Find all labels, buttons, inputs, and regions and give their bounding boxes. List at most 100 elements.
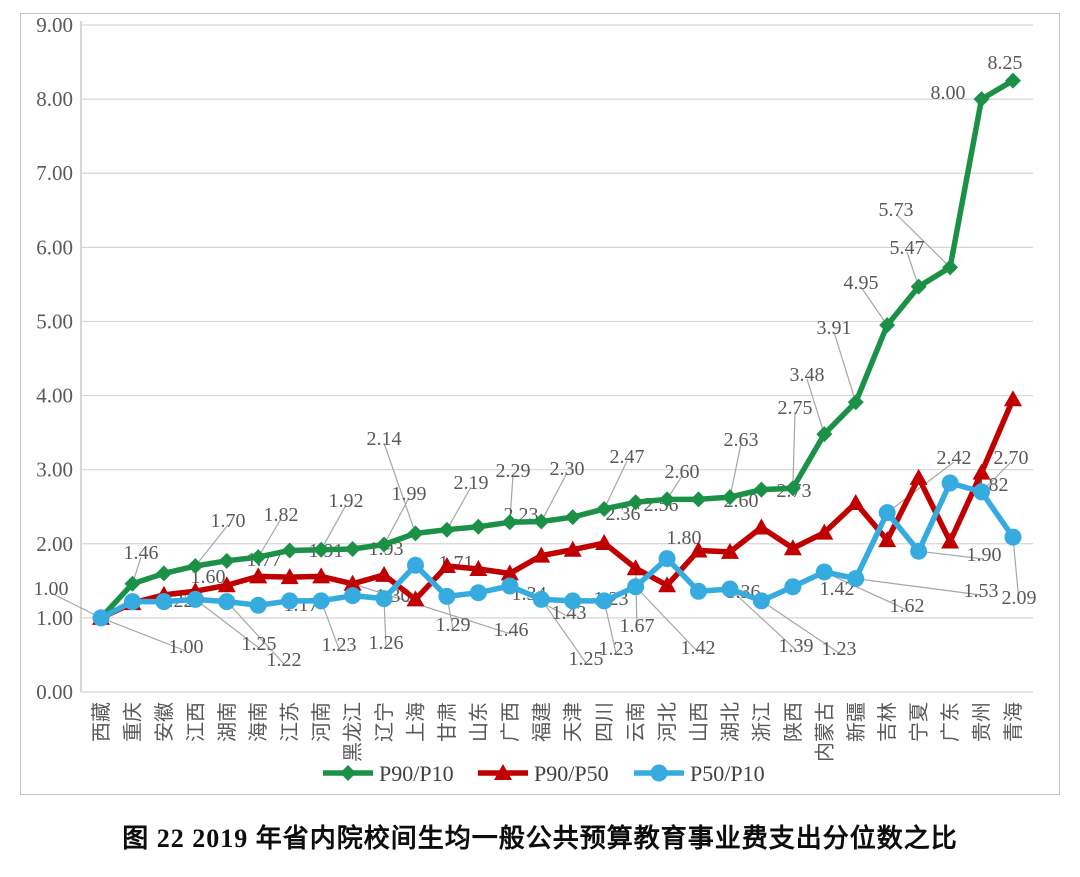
data-point [1004,528,1022,546]
data-point [627,494,644,511]
data-label: 1.92 [329,490,364,512]
data-label: 2.75 [778,397,813,419]
y-tick-label: 0.00 [36,680,73,704]
label-leader-line [540,599,587,664]
data-point [1004,72,1021,89]
x-category-label: 浙江 [750,702,773,742]
data-label: 2.19 [454,472,489,494]
data-point [533,513,550,530]
data-point [564,592,582,610]
label-leader-line [383,442,417,534]
data-point [972,463,991,480]
label-leader-line [540,472,568,522]
data-point [281,542,298,559]
data-point [563,540,582,557]
label-leader-line [824,571,908,611]
data-label: 2.09 [1002,587,1037,609]
data-label: 1.62 [890,595,925,617]
label-leader-line [509,474,514,523]
data-label: 1.29 [436,614,471,636]
data-label: 1.26 [369,632,404,654]
data-label: 2.70 [994,447,1029,469]
data-point [973,91,990,108]
figure-caption: 图 22 2019 年省内院校间生均一般公共预算教育事业费支出分位数之比 [122,824,958,853]
x-category-label: 黑龙江 [342,702,365,762]
x-category-label: 重庆 [121,702,144,742]
data-label: 1.70 [211,510,246,532]
x-category-label: 西藏 [90,702,113,742]
data-point [250,549,267,566]
y-tick-label: 9.00 [36,14,73,37]
data-point [596,500,613,517]
label-leader-line [603,600,617,654]
label-leader-line [833,331,857,403]
data-point [280,568,299,585]
data-point [878,531,897,548]
data-point [406,590,425,607]
y-tick-label: 1.00 [36,606,73,630]
label-leader-line [918,550,985,560]
label-leader-line [792,411,796,489]
data-point [690,582,708,600]
series-p90-p50 [92,390,1022,625]
data-point [879,317,896,334]
data-point [752,518,771,535]
data-point [784,480,801,497]
legend-label: P50/P10 [690,761,765,786]
series-p50-p10 [92,474,1022,627]
data-point [438,521,455,538]
x-category-label: 贵州 [971,702,994,742]
x-category-label: 四川 [594,702,616,742]
data-label: 1.25 [569,648,604,670]
data-point [658,550,676,568]
data-point [595,592,613,610]
label-leader-line [895,213,951,268]
x-category-label: 陕西 [782,702,805,742]
x-category-label: 安徽 [153,702,176,742]
quantile-ratio-line-chart: 0.00 1.00 2.00 3.00 4.00 5.00 6.00 7.00 8.00 9.00… [34,14,1037,786]
y-tick-label: 3.00 [36,458,73,482]
data-label: 1.46 [494,619,529,641]
data-point [312,567,331,584]
data-point [532,546,551,563]
data-label: 1.53 [964,580,999,602]
data-point [92,609,110,627]
data-point [217,576,236,593]
data-point [494,764,512,780]
data-label: 3.91 [817,317,852,339]
data-point [376,536,393,553]
data-label: 1.23 [322,634,357,656]
data-point [815,523,834,540]
label-leader-line [1012,537,1020,603]
data-point [340,765,356,781]
label-leader-line [50,592,102,619]
label-leader-line [320,504,347,551]
data-point [721,580,739,598]
data-label: 1.46 [124,542,159,564]
label-leader-line [603,460,628,510]
data-label: 3.48 [790,364,825,386]
label-leader-line [383,497,410,545]
data-point [249,596,267,614]
data-point [532,590,550,608]
x-category-label: 青海 [1002,702,1025,742]
data-point [281,592,299,610]
data-point [218,552,235,569]
data-point [155,593,173,611]
data-point [501,577,519,595]
data-point [564,509,581,526]
x-category-label: 湖北 [719,702,742,742]
x-category-label: 吉林 [876,702,899,742]
data-point [187,558,204,575]
x-category-label: 上海 [404,702,427,742]
data-point [650,764,668,782]
data-point [438,587,456,605]
data-point [783,539,802,556]
data-point [406,556,424,574]
data-point [815,563,833,581]
x-category-label: 辽宁 [373,702,396,742]
label-leader-line [446,486,472,530]
x-category-label: 河北 [656,702,679,742]
x-category-label: 广东 [939,702,962,742]
data-point [626,559,645,576]
